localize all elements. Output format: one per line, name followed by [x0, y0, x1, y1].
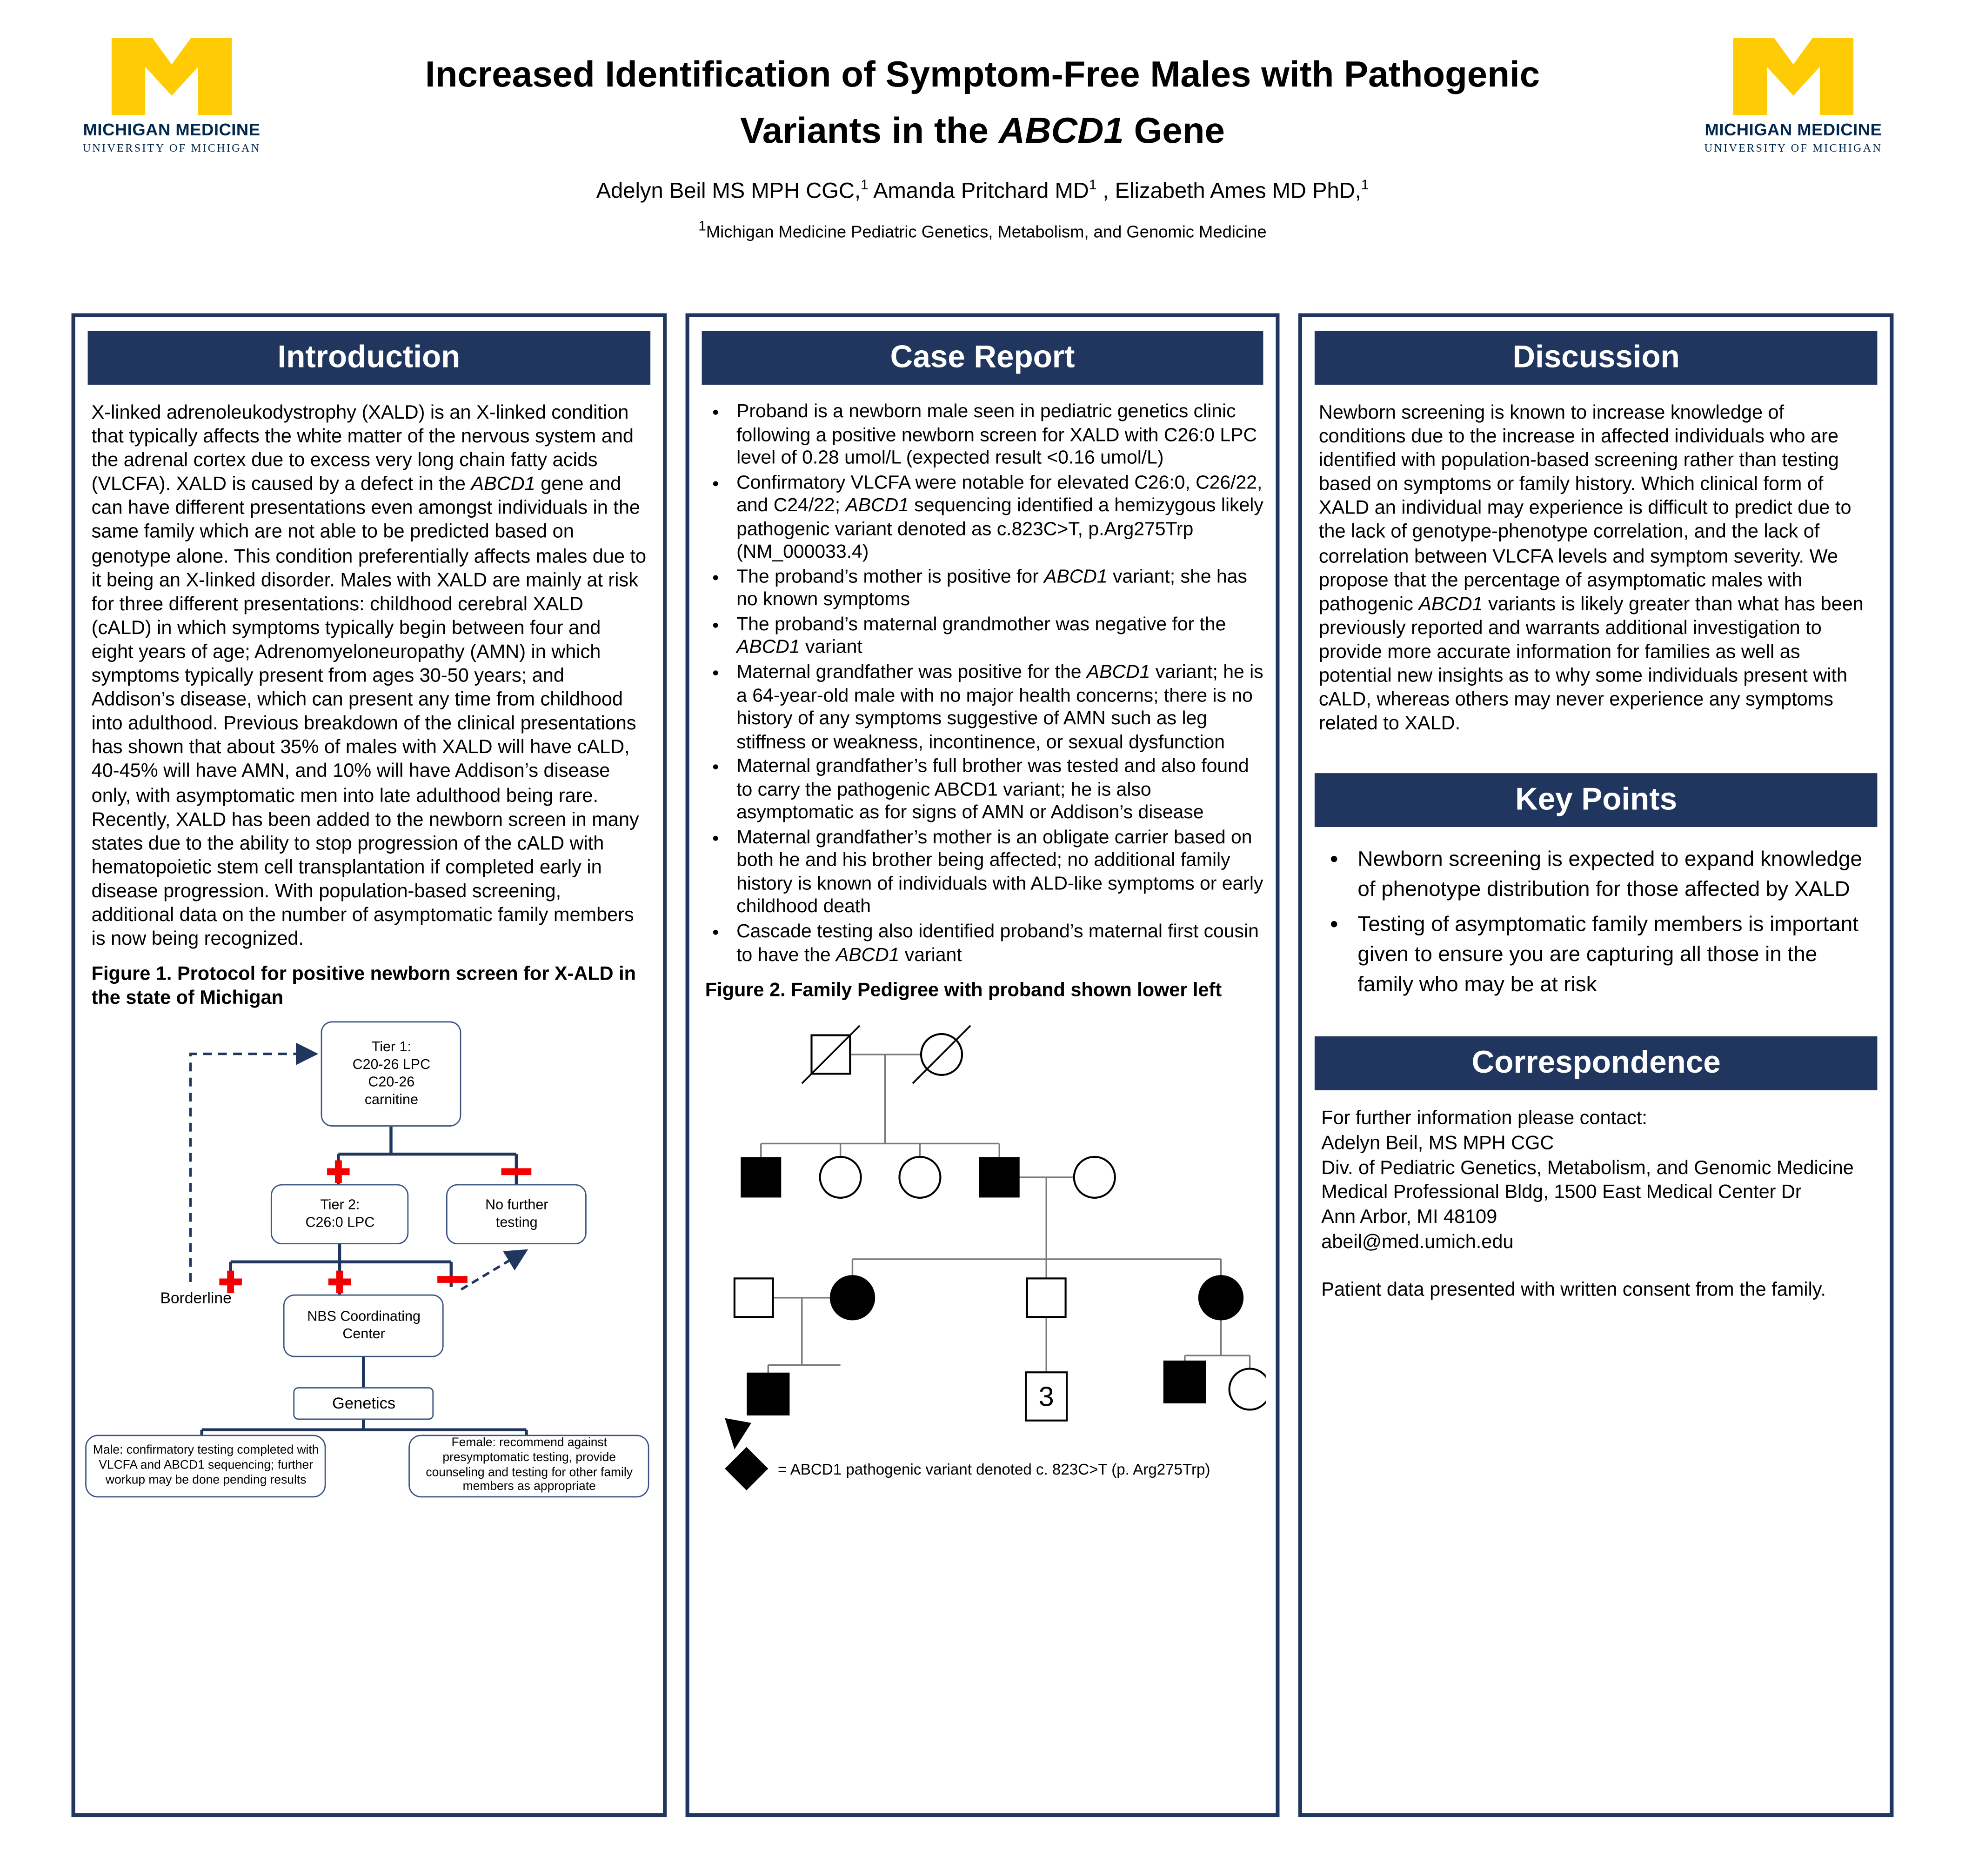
flowchart-box-female-pathway: Female: recommend against presymptomatic…: [409, 1434, 650, 1497]
flowchart-label-borderline: Borderline: [160, 1289, 232, 1307]
figure2-pedigree: 3 = ABCD1 pathogenic variant denoted c. …: [725, 1025, 1266, 1490]
block-m-icon: [1733, 38, 1854, 115]
borderline-retest-dashed-arrow: [189, 1042, 319, 1282]
key-points-bullet-list: Newborn screening is expected to expand …: [1328, 845, 1878, 999]
maternal-grandmother-circle: [1073, 1155, 1116, 1199]
poster-title-line1: Increased Identification of Symptom-Free…: [425, 55, 1540, 95]
pedigree-legend-text: = ABCD1 pathogenic variant denoted c. 82…: [778, 1461, 1210, 1478]
plus-icon: [220, 1270, 242, 1293]
genIII-sibship-lines: [851, 1258, 1222, 1279]
logo-university-line: UNIVERSITY OF MICHIGAN: [82, 141, 261, 154]
case-report-bullet: Cascade testing also identified proband’…: [731, 921, 1269, 968]
introduction-body: X-linked adrenoleukodystrophy (XALD) is …: [91, 402, 647, 950]
genII-sister-circle: [898, 1155, 942, 1199]
poster-columns: Introduction X-linked adrenoleukodystrop…: [71, 313, 1894, 1817]
genII-sibship-lines: [760, 1142, 1000, 1158]
maternal-first-cousin-affected-square: [1163, 1360, 1206, 1403]
maternal-uncle-square: [1026, 1277, 1067, 1318]
authors-line: Adelyn Beil MS MPH CGC,1 Amanda Pritchar…: [596, 178, 1369, 203]
section-header-correspondence: Correspondence: [1315, 1036, 1878, 1091]
plus-icon: [328, 1270, 352, 1293]
deceased-slash: [912, 1025, 971, 1084]
flowchart-box-nbs-coordinating-center: NBS Coordinating Center: [283, 1294, 444, 1357]
case-report-bullet-list: Proband is a newborn male seen in pediat…: [706, 401, 1269, 968]
proband-parents-lines: [767, 1296, 841, 1374]
case-report-bullet: Confirmatory VLCFA were notable for elev…: [731, 472, 1269, 565]
three-children-box: [1025, 1371, 1068, 1422]
title-block: Increased Identification of Symptom-Free…: [291, 20, 1674, 241]
michigan-medicine-logo-right: MICHIGAN MEDICINE UNIVERSITY OF MICHIGAN: [1674, 20, 1912, 154]
cousin-sister-circle: [1228, 1368, 1266, 1411]
maternal-grandfather-affected-square: [979, 1157, 1020, 1198]
section-header-introduction: Introduction: [87, 331, 650, 385]
three-children-count: 3: [1039, 1381, 1054, 1412]
deceased-slash: [801, 1025, 861, 1084]
case-report-panel: Case Report Proband is a newborn male se…: [685, 313, 1280, 1817]
case-report-bullet: Maternal grandfather’s full brother was …: [731, 756, 1269, 826]
genI-marriage-line: [850, 1054, 922, 1144]
grandparents-marriage-line: [1018, 1176, 1074, 1259]
figure2-caption: Figure 2. Family Pedigree with proband s…: [705, 980, 1222, 1001]
maternal-aunt-carrier-circle: [1198, 1275, 1244, 1321]
case-report-bullet: The proband’s mother is positive for ABC…: [731, 566, 1269, 613]
probands-father-square: [733, 1277, 774, 1318]
section-header-key-points: Key Points: [1315, 773, 1878, 828]
key-point-bullet: Newborn screening is expected to expand …: [1353, 845, 1878, 905]
flowchart-box-tier2: Tier 2: C26:0 LPC: [271, 1183, 409, 1244]
case-report-bullet: Maternal grandfather’s mother is an obli…: [731, 827, 1269, 920]
figure1-flowchart: Tier 1: C20-26 LPC C20-26 carnitine Tier…: [86, 1016, 652, 1498]
section-header-discussion: Discussion: [1315, 331, 1878, 385]
proband-affected-square: [747, 1372, 790, 1415]
flowchart-box-no-further-testing: No further testing: [446, 1183, 587, 1244]
logo-wordmark: MICHIGAN MEDICINE: [1704, 120, 1882, 140]
poster-title-line2: Variants in the ABCD1 Gene: [740, 111, 1225, 152]
masthead: MICHIGAN MEDICINE UNIVERSITY OF MICHIGAN…: [0, 0, 1965, 288]
probands-mother-carrier-circle: [829, 1275, 876, 1321]
affiliation-line: 1Michigan Medicine Pediatric Genetics, M…: [698, 219, 1267, 241]
flowchart-box-genetics: Genetics: [294, 1387, 434, 1420]
proband-arrow-icon: [725, 1418, 752, 1449]
flowchart-box-tier1: Tier 1: C20-26 LPC C20-26 carnitine: [321, 1021, 462, 1127]
aunt-children-lines: [1184, 1319, 1251, 1369]
logo-university-line: UNIVERSITY OF MICHIGAN: [1704, 141, 1883, 154]
legend-diamond-icon: [725, 1447, 769, 1490]
figure1-caption: Figure 1. Protocol for positive newborn …: [91, 964, 636, 1009]
plus-icon: [327, 1160, 350, 1183]
introduction-panel: Introduction X-linked adrenoleukodystrop…: [71, 313, 667, 1817]
case-report-bullet: Proband is a newborn male seen in pediat…: [731, 401, 1269, 471]
negative-to-no-testing-dashed-arrow: [461, 1248, 529, 1290]
key-point-bullet: Testing of asymptomatic family members i…: [1353, 910, 1878, 999]
case-report-bullet: Maternal grandfather was positive for th…: [731, 661, 1269, 754]
flowchart-connectors: [189, 1042, 532, 1436]
discussion-body: Newborn screening is known to increase k…: [1318, 402, 1864, 735]
grandfathers-brother-affected-square: [741, 1157, 782, 1198]
genetics-lines: [201, 1356, 528, 1436]
genII-sister-circle: [819, 1155, 862, 1199]
block-m-icon: [111, 38, 232, 115]
flowchart-box-male-pathway: Male: confirmatory testing completed wit…: [86, 1434, 327, 1497]
michigan-medicine-logo-left: MICHIGAN MEDICINE UNIVERSITY OF MICHIGAN: [53, 20, 291, 154]
correspondence-contact-lines: For further information please contact: …: [1321, 1108, 1854, 1253]
section-header-case-report: Case Report: [701, 331, 1264, 385]
logo-wordmark: MICHIGAN MEDICINE: [83, 120, 261, 140]
discussion-panel: Discussion Newborn screening is known to…: [1298, 313, 1894, 1817]
case-report-bullet: The proband’s maternal grandmother was n…: [731, 614, 1269, 661]
split1-lines: [337, 1126, 519, 1184]
correspondence-consent-note: Patient data presented with written cons…: [1321, 1279, 1826, 1301]
